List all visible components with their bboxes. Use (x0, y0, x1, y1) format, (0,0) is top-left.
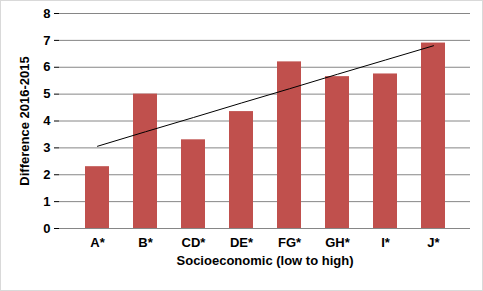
svg-text:J*: J* (427, 235, 440, 250)
svg-text:B*: B* (138, 235, 153, 250)
svg-text:FG*: FG* (278, 235, 302, 250)
svg-text:8: 8 (43, 6, 50, 21)
svg-text:A*: A* (90, 235, 105, 250)
svg-text:7: 7 (43, 33, 50, 48)
svg-text:DE*: DE* (230, 235, 254, 250)
svg-text:I*: I* (381, 235, 391, 250)
svg-text:4: 4 (43, 113, 51, 128)
svg-text:6: 6 (43, 59, 50, 74)
svg-text:5: 5 (43, 86, 50, 101)
svg-text:CD*: CD* (182, 235, 207, 250)
svg-text:0: 0 (43, 221, 50, 236)
svg-text:Socioeconomic (low to high): Socioeconomic (low to high) (177, 253, 354, 268)
svg-text:GH*: GH* (325, 235, 351, 250)
svg-text:3: 3 (43, 140, 50, 155)
svg-text:1: 1 (43, 194, 50, 209)
svg-text:2: 2 (43, 167, 50, 182)
svg-text:Difference 2016-2015: Difference 2016-2015 (17, 56, 32, 185)
